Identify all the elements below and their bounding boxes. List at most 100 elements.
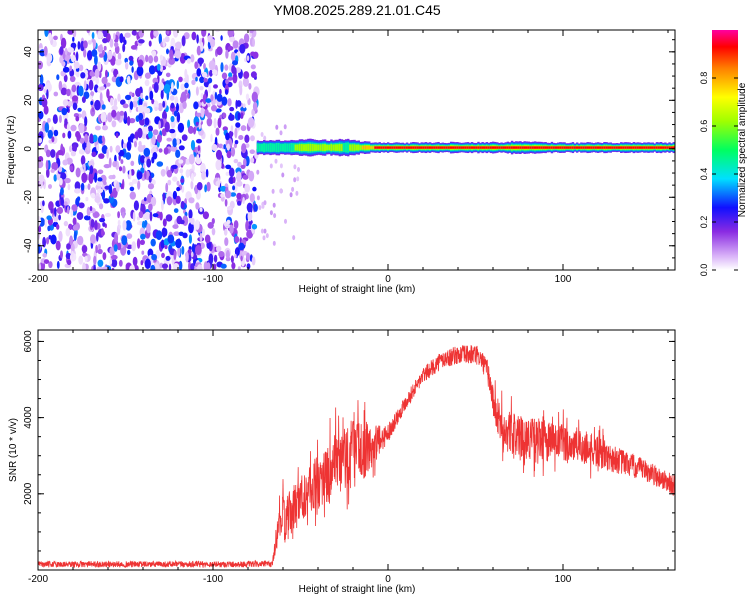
noise-speckle <box>269 210 273 216</box>
noise-speckle <box>107 112 113 123</box>
noise-speckle <box>216 46 223 56</box>
noise-speckle <box>148 40 152 47</box>
noise-speckle <box>124 32 131 38</box>
noise-speckle <box>43 46 48 56</box>
signal-ridge-peak <box>538 146 541 149</box>
noise-speckle <box>50 208 54 214</box>
noise-speckle <box>175 149 181 158</box>
noise-speckle <box>48 235 52 240</box>
signal-ridge-peak <box>567 146 570 149</box>
noise-speckle <box>38 60 43 70</box>
noise-speckle <box>102 125 108 131</box>
signal-ridge-peak <box>487 146 491 149</box>
noise-speckle <box>191 31 197 41</box>
noise-speckle <box>112 174 116 180</box>
x-tick-label: -200 <box>28 274 48 285</box>
noise-speckle <box>67 183 71 191</box>
signal-ridge-peak <box>613 146 617 149</box>
signal-ridge-peak <box>473 146 476 149</box>
signal-ridge-peak <box>580 146 583 149</box>
noise-speckle <box>67 47 74 53</box>
noise-speckle <box>132 256 138 267</box>
noise-speckle <box>201 30 207 37</box>
signal-ridge-peak <box>563 146 566 149</box>
noise-speckle <box>97 177 103 182</box>
signal-ridge-peak <box>374 146 377 149</box>
noise-speckle <box>55 240 61 251</box>
noise-speckle <box>269 163 273 169</box>
signal-ridge-peak <box>397 146 400 149</box>
signal-ridge-peak <box>504 146 507 149</box>
noise-speckle <box>195 157 202 165</box>
noise-speckle <box>206 112 212 119</box>
noise-speckle <box>227 206 232 211</box>
noise-speckle <box>221 72 228 80</box>
noise-speckle <box>211 105 217 112</box>
noise-speckle <box>154 263 160 270</box>
noise-speckle <box>230 125 234 132</box>
noise-speckle <box>230 192 237 197</box>
noise-speckle <box>180 178 185 183</box>
noise-speckle <box>208 253 214 265</box>
signal-ridge-cell <box>296 144 300 151</box>
noise-speckle <box>117 52 122 61</box>
noise-speckle <box>263 200 267 206</box>
noise-speckle <box>210 94 214 102</box>
noise-speckle <box>246 202 253 213</box>
signal-ridge-peak <box>439 146 442 149</box>
signal-ridge-peak <box>575 146 579 149</box>
noise-speckle <box>88 160 95 167</box>
noise-speckle <box>95 244 98 254</box>
signal-ridge-peak <box>441 146 444 149</box>
noise-speckle <box>148 203 153 212</box>
signal-ridge-peak <box>468 146 472 149</box>
signal-ridge-peak <box>378 146 381 149</box>
noise-speckle <box>119 76 124 83</box>
signal-ridge-cell <box>328 144 331 151</box>
noise-speckle <box>240 112 244 119</box>
noise-speckle <box>53 174 57 182</box>
noise-speckle <box>260 132 264 137</box>
noise-speckle <box>80 182 85 191</box>
noise-speckle <box>119 33 124 44</box>
signal-ridge-cell <box>321 144 325 151</box>
noise-speckle <box>190 140 196 151</box>
noise-speckle <box>54 207 57 217</box>
signal-ridge-peak <box>456 146 459 149</box>
noise-speckle <box>62 50 66 60</box>
signal-ridge-peak <box>592 146 596 149</box>
noise-speckle <box>69 165 74 171</box>
noise-speckle <box>64 177 71 184</box>
noise-speckle <box>103 198 110 204</box>
signal-ridge-peak <box>479 146 482 149</box>
noise-speckle <box>170 37 176 49</box>
snr-panel: -200 -100 0 100 2000 4000 6000 Height of strai… <box>8 329 676 595</box>
signal-ridge-peak <box>636 146 640 149</box>
noise-speckle <box>96 144 100 152</box>
noise-speckle <box>225 49 229 59</box>
signal-ridge-peak <box>510 146 514 149</box>
noise-speckle <box>187 119 191 129</box>
noise-speckle <box>161 128 167 137</box>
noise-speckle <box>60 197 64 207</box>
signal-ridge-cell <box>363 145 367 150</box>
noise-speckle <box>114 232 119 243</box>
signal-ridge-peak <box>630 146 633 149</box>
signal-ridge-peak <box>437 146 440 149</box>
noise-speckle <box>218 251 225 258</box>
signal-ridge-peak <box>617 146 621 149</box>
noise-speckle <box>220 263 227 269</box>
signal-ridge-peak <box>546 146 549 149</box>
noise-speckle <box>164 36 170 43</box>
noise-speckle <box>173 250 177 261</box>
noise-speckle <box>165 182 169 193</box>
noise-speckle <box>96 181 103 187</box>
noise-speckle <box>196 112 202 118</box>
noise-speckle <box>229 106 235 112</box>
signal-ridge-cell <box>315 144 318 151</box>
noise-speckle <box>80 72 86 79</box>
noise-speckle <box>115 58 122 66</box>
noise-speckle <box>170 115 175 123</box>
noise-speckle <box>129 265 136 270</box>
noise-speckle <box>103 164 111 169</box>
